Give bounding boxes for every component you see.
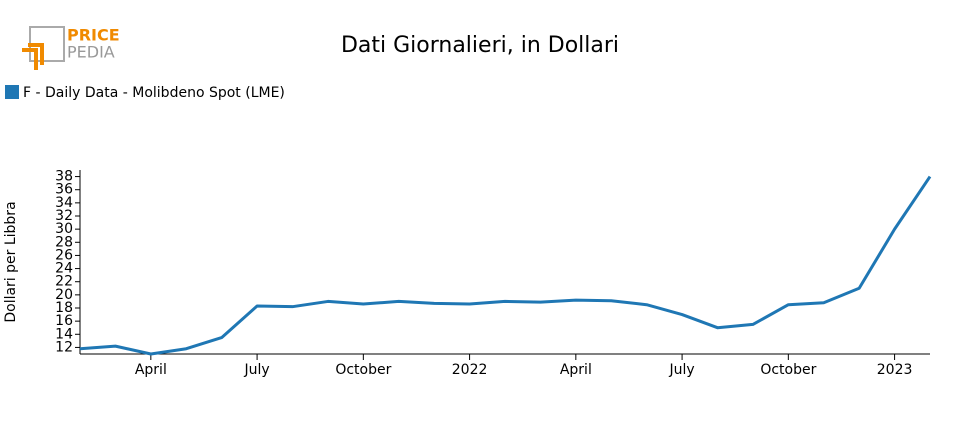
x-tick-label: October — [760, 362, 816, 378]
logo: PRICE PEDIA — [22, 26, 120, 70]
y-tick-label: 16 — [55, 313, 73, 329]
logo-mark — [22, 43, 44, 70]
y-tick-label: 24 — [55, 261, 73, 277]
y-tick-label: 28 — [55, 234, 73, 250]
logo-text: PEDIA — [67, 43, 115, 62]
logo-text: PRICE — [67, 26, 120, 45]
y-tick-label: 34 — [55, 195, 73, 211]
x-tick-label: 2023 — [877, 362, 913, 378]
x-tick-label: April — [135, 362, 167, 378]
line — [79, 175, 932, 356]
x-tick-label: July — [243, 362, 269, 378]
legend-label: F - Daily Data - Molibdeno Spot (LME) — [23, 85, 285, 101]
x-tick-label: 2022 — [452, 362, 488, 378]
legend-swatch — [5, 85, 19, 99]
y-tick-label: 22 — [55, 274, 73, 290]
x-tick-label: April — [560, 362, 592, 378]
y-tick-label: 38 — [55, 169, 73, 185]
y-tick-label: 18 — [55, 300, 73, 316]
y-tick-label: 20 — [55, 287, 73, 303]
y-tick-label: 14 — [55, 326, 73, 342]
chart-title: Dati Giornalieri, in Dollari — [341, 33, 619, 58]
y-tick-label: 36 — [55, 182, 73, 198]
x-tick-label: October — [335, 362, 391, 378]
y-tick-label: 26 — [55, 247, 73, 263]
y-tick-label: 32 — [55, 208, 73, 224]
x-tick-label: July — [668, 362, 694, 378]
y-tick-label: 30 — [55, 221, 73, 237]
y-axis-label: Dollari per Libbra — [3, 201, 19, 322]
y-tick-label: 12 — [55, 339, 73, 355]
